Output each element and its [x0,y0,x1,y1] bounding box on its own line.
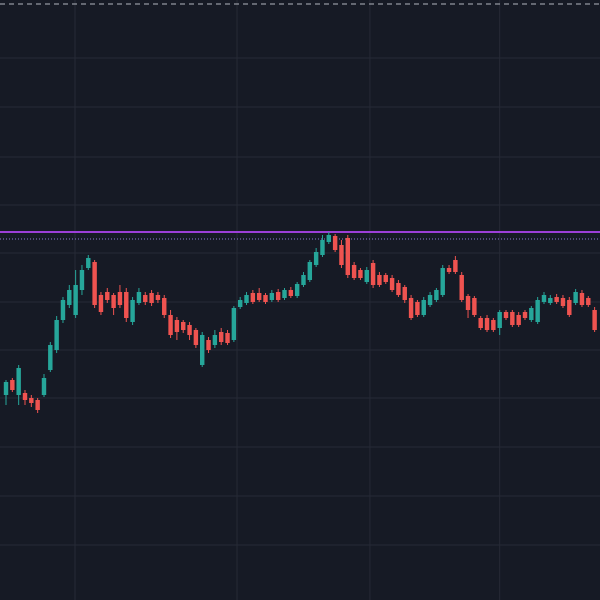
candle-body [465,296,471,310]
candle-body [22,393,28,400]
candle-body [143,295,148,302]
candle-body [567,300,572,315]
candle-body [206,340,211,350]
candle-body [573,292,578,303]
candle-body [16,368,21,395]
candle-body [269,293,275,300]
candle-body [105,292,110,300]
candle-body [168,315,173,335]
candle-body [320,240,325,255]
candle-body [288,290,294,296]
candle-body [111,295,116,308]
candle-body [535,300,540,322]
candle-body [187,325,192,335]
candle-body [370,263,376,285]
candle-body [440,268,445,295]
candle-body [282,290,287,298]
candle-body [548,298,553,303]
candle-body [503,312,509,318]
candle-body [377,275,382,285]
candle-body [60,300,66,320]
candle-body [263,295,268,302]
candle-body [237,300,243,307]
candle-body [231,308,237,340]
candle-body [181,322,186,330]
candle-body [541,295,547,302]
candle-body [345,238,350,275]
candle-body [301,275,306,285]
candle-body [592,310,597,330]
candle-body [339,245,344,265]
candle-body [218,332,224,342]
candle-body [313,252,319,265]
candle-body [307,262,313,280]
candle-body [212,335,218,345]
candle-body [54,320,59,350]
candle-body [497,312,502,328]
candle-body [529,308,534,320]
candle-body [174,320,180,332]
candle-body [162,298,167,315]
candle-body [149,293,154,303]
candle-body [79,270,85,290]
candle-body [554,297,559,302]
candle-body [98,295,104,312]
candle-body [10,380,15,390]
candle-body [294,284,300,296]
candle-body [516,315,521,325]
candle-body [484,318,490,330]
candle-body [117,292,123,305]
candle-body [35,400,40,410]
candle-body [332,236,338,250]
candle-body [446,268,452,272]
candle-body [256,293,262,300]
candle-body [3,382,9,395]
candle-body [459,275,464,300]
candle-body [124,292,129,318]
candle-body [86,258,91,268]
candle-body [250,293,256,302]
candle-body [155,295,161,300]
candle-body [472,298,477,315]
candle-body [427,295,433,305]
candle-body [389,278,395,290]
candle-body [351,265,357,278]
candle-body [275,292,281,300]
candle-body [522,312,528,318]
candle-body [408,298,414,318]
candle-body [434,290,439,300]
candle-body [478,318,483,328]
candle-body [136,292,142,303]
candle-body [48,345,53,370]
candle-body [415,302,420,315]
candle-body [67,290,72,305]
candle-body [579,293,585,305]
candle-body [73,285,78,315]
candle-body [41,378,47,395]
candle-body [193,330,199,345]
candle-body [364,270,369,282]
candle-body [200,335,205,365]
candle-body [396,283,401,295]
candle-body [92,262,97,305]
candle-body [560,298,566,306]
candle-body [383,275,388,282]
candle-body [402,287,407,300]
candle-body [326,235,332,242]
candle-body [244,295,249,303]
candle-body [491,320,496,330]
candle-body [586,298,591,305]
candle-body [421,300,426,315]
candle-body [130,300,135,322]
candle-body [225,333,230,343]
candle-body [358,270,363,278]
candle-body [510,312,515,325]
candle-body [453,260,458,272]
candle-body [29,398,34,403]
